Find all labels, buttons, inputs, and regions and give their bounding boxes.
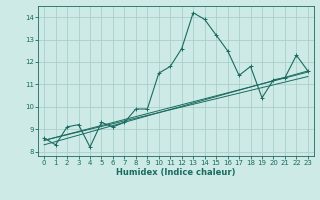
- X-axis label: Humidex (Indice chaleur): Humidex (Indice chaleur): [116, 168, 236, 177]
